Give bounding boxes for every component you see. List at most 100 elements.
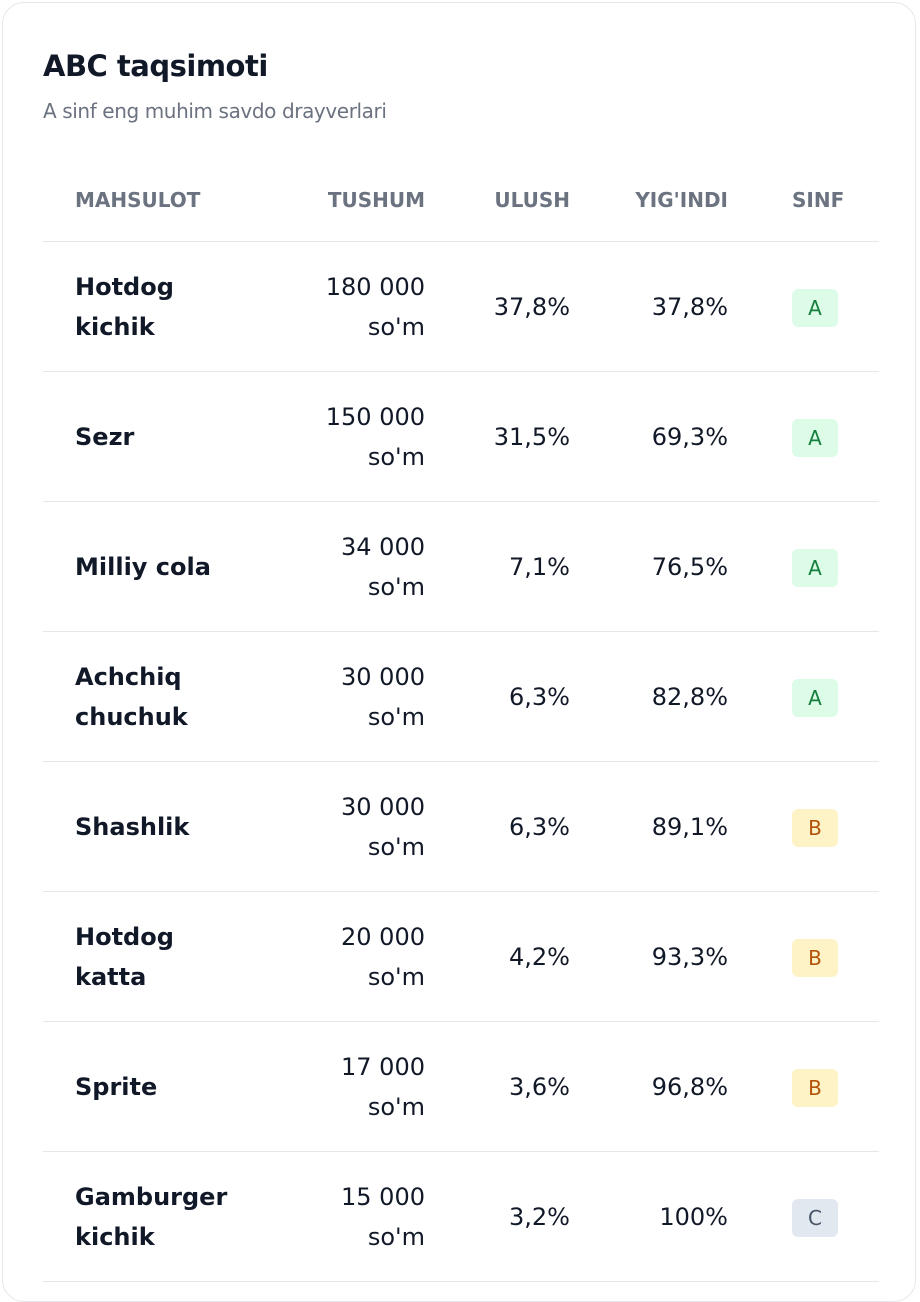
table-cell: 180 000 so'm xyxy=(261,241,457,372)
cumulative: 69,3% xyxy=(651,422,728,451)
table-cell: 150 000 so'm xyxy=(261,371,457,502)
column-header: TUSHUM xyxy=(261,159,457,242)
table-cell: Gamburger kichik xyxy=(43,1151,261,1282)
table-cell: Milliy cola xyxy=(43,501,261,632)
share: 4,2% xyxy=(509,942,570,971)
class-badge: B xyxy=(792,938,838,977)
revenue: 30 000 so'm xyxy=(341,662,425,731)
cumulative: 96,8% xyxy=(651,1072,728,1101)
table-cell: 17 000 so'm xyxy=(261,1021,457,1152)
column-header: ULUSH xyxy=(457,159,602,242)
share: 31,5% xyxy=(493,422,570,451)
column-header: MAHSULOT xyxy=(43,159,261,242)
table-row: Gamburger kichik 15 000 so'm 3,2% 100% C xyxy=(43,1151,879,1282)
cumulative: 76,5% xyxy=(651,552,728,581)
table-cell: B xyxy=(760,1021,879,1152)
cumulative: 37,8% xyxy=(651,292,728,321)
table-cell: 3,2% xyxy=(457,1151,602,1282)
table-row: Sezr 150 000 so'm 31,5% 69,3% A xyxy=(43,371,879,502)
revenue: 17 000 so'm xyxy=(341,1052,425,1121)
table-cell: 37,8% xyxy=(457,241,602,372)
table-cell: 89,1% xyxy=(602,761,760,892)
table-cell: B xyxy=(760,761,879,892)
table-cell: 100% xyxy=(602,1151,760,1282)
product-name: Hotdog katta xyxy=(75,922,174,991)
table-cell: 30 000 so'm xyxy=(261,761,457,892)
class-badge: C xyxy=(792,1198,838,1237)
revenue: 20 000 so'm xyxy=(341,922,425,991)
revenue: 15 000 so'm xyxy=(341,1182,425,1251)
product-name: Gamburger kichik xyxy=(75,1182,228,1251)
abc-table: MAHSULOT TUSHUM ULUSH YIG'INDI SINF Hotdog k… xyxy=(43,159,879,1282)
table-cell: 96,8% xyxy=(602,1021,760,1152)
card-title: ABC taqsimoti xyxy=(43,49,268,83)
table-cell: Hotdog katta xyxy=(43,891,261,1022)
cumulative: 89,1% xyxy=(651,812,728,841)
table-cell: 34 000 so'm xyxy=(261,501,457,632)
class-badge: B xyxy=(792,1068,838,1107)
product-name: Milliy cola xyxy=(75,552,211,581)
table-cell: 6,3% xyxy=(457,631,602,762)
cumulative: 93,3% xyxy=(651,942,728,971)
cumulative: 82,8% xyxy=(651,682,728,711)
class-badge: A xyxy=(792,678,838,717)
table-cell: 15 000 so'm xyxy=(261,1151,457,1282)
class-badge: A xyxy=(792,418,838,457)
table-cell: A xyxy=(760,241,879,372)
table-cell: C xyxy=(760,1151,879,1282)
table-cell: Hotdog kichik xyxy=(43,241,261,372)
table-cell: 37,8% xyxy=(602,241,760,372)
table-row: Milliy cola 34 000 so'm 7,1% 76,5% A xyxy=(43,501,879,632)
table-cell: A xyxy=(760,501,879,632)
table-cell: 31,5% xyxy=(457,371,602,502)
table-cell: B xyxy=(760,891,879,1022)
table-cell: Achchiq chuchuk xyxy=(43,631,261,762)
revenue: 150 000 so'm xyxy=(325,402,425,471)
product-name: Sezr xyxy=(75,422,135,451)
table-cell: 93,3% xyxy=(602,891,760,1022)
revenue: 34 000 so'm xyxy=(341,532,425,601)
table-row: Achchiq chuchuk 30 000 so'm 6,3% 82,8% A xyxy=(43,631,879,762)
table-cell: 7,1% xyxy=(457,501,602,632)
table-cell: 4,2% xyxy=(457,891,602,1022)
product-name: Shashlik xyxy=(75,812,190,841)
product-name: Hotdog kichik xyxy=(75,272,174,341)
revenue: 180 000 so'm xyxy=(325,272,425,341)
table-cell: 30 000 so'm xyxy=(261,631,457,762)
table-cell: 69,3% xyxy=(602,371,760,502)
column-header: YIG'INDI xyxy=(602,159,760,242)
table-cell: 20 000 so'm xyxy=(261,891,457,1022)
share: 3,6% xyxy=(509,1072,570,1101)
table-body: Hotdog kichik 180 000 so'm 37,8% 37,8% A Sezr… xyxy=(43,241,879,1282)
table-cell: 76,5% xyxy=(602,501,760,632)
table-cell: Shashlik xyxy=(43,761,261,892)
share: 6,3% xyxy=(509,812,570,841)
table-cell: A xyxy=(760,631,879,762)
card-subtitle: A sinf eng muhim savdo drayverlari xyxy=(43,99,387,123)
class-badge: B xyxy=(792,808,838,847)
product-name: Achchiq chuchuk xyxy=(75,662,188,731)
share: 3,2% xyxy=(509,1202,570,1231)
share: 37,8% xyxy=(493,292,570,321)
table-cell: A xyxy=(760,371,879,502)
table-cell: Sezr xyxy=(43,371,261,502)
table-row: Hotdog katta 20 000 so'm 4,2% 93,3% B xyxy=(43,891,879,1022)
table-row: Sprite 17 000 so'm 3,6% 96,8% B xyxy=(43,1021,879,1152)
header-row: MAHSULOT TUSHUM ULUSH YIG'INDI SINF xyxy=(43,159,879,242)
class-badge: A xyxy=(792,548,838,587)
table-row: Shashlik 30 000 so'm 6,3% 89,1% B xyxy=(43,761,879,892)
table-cell: 3,6% xyxy=(457,1021,602,1152)
column-header: SINF xyxy=(760,159,879,242)
table-cell: 6,3% xyxy=(457,761,602,892)
class-badge: A xyxy=(792,288,838,327)
revenue: 30 000 so'm xyxy=(341,792,425,861)
product-name: Sprite xyxy=(75,1072,158,1101)
share: 6,3% xyxy=(509,682,570,711)
cumulative: 100% xyxy=(659,1202,728,1231)
table-cell: Sprite xyxy=(43,1021,261,1152)
table-cell: 82,8% xyxy=(602,631,760,762)
table-row: Hotdog kichik 180 000 so'm 37,8% 37,8% A xyxy=(43,241,879,372)
share: 7,1% xyxy=(509,552,570,581)
